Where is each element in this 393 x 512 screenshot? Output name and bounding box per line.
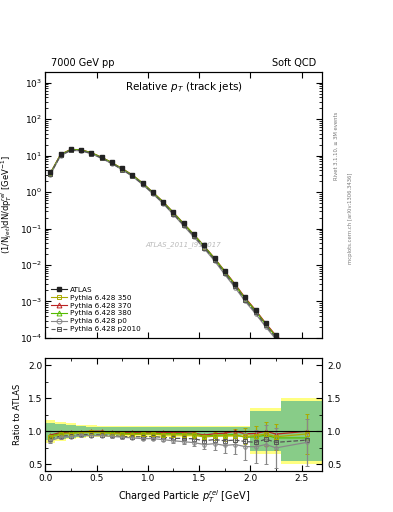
Text: 7000 GeV pp: 7000 GeV pp <box>51 58 114 68</box>
Legend: ATLAS, Pythia 6.428 350, Pythia 6.428 370, Pythia 6.428 380, Pythia 6.428 p0, Py: ATLAS, Pythia 6.428 350, Pythia 6.428 37… <box>49 285 143 334</box>
Text: Soft QCD: Soft QCD <box>272 58 317 68</box>
Text: mcplots.cern.ch [arXiv:1306.3436]: mcplots.cern.ch [arXiv:1306.3436] <box>348 173 353 264</box>
Y-axis label: (1/N$_{jet}$)dN/dp$_{T}^{rel}$ [GeV$^{-1}$]: (1/N$_{jet}$)dN/dp$_{T}^{rel}$ [GeV$^{-1… <box>0 156 15 254</box>
Y-axis label: Ratio to ATLAS: Ratio to ATLAS <box>13 384 22 445</box>
Text: Rivet 3.1.10, ≥ 3M events: Rivet 3.1.10, ≥ 3M events <box>334 112 339 180</box>
Text: Relative $p_{T}$ (track jets): Relative $p_{T}$ (track jets) <box>125 80 242 94</box>
X-axis label: Charged Particle $p_{T}^{rel}$ [GeV]: Charged Particle $p_{T}^{rel}$ [GeV] <box>118 488 250 505</box>
Text: ATLAS_2011_I919017: ATLAS_2011_I919017 <box>146 241 222 248</box>
